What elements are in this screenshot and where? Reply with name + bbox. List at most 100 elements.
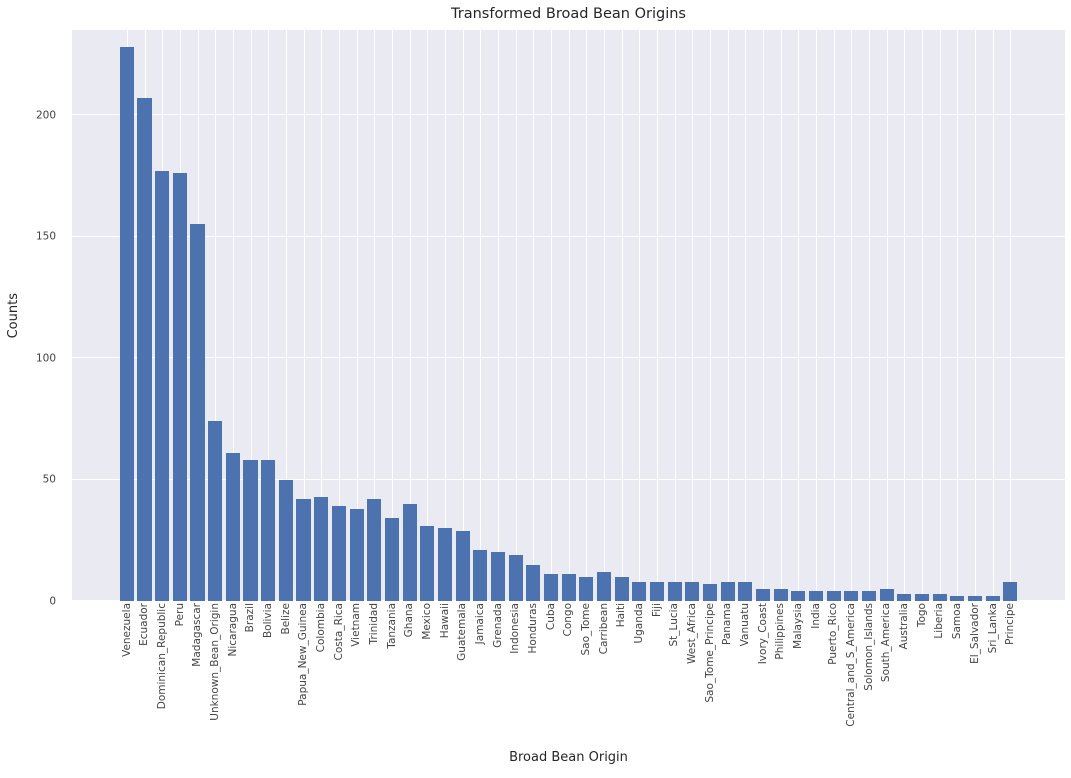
bar-column	[772, 30, 790, 601]
x-tick-cell: South_America	[878, 603, 896, 743]
bar-column	[1002, 30, 1020, 601]
bars-container	[72, 30, 1065, 601]
x-tick-label: Bolivia	[261, 603, 274, 639]
gridline-x	[833, 30, 835, 601]
bar-Ghana	[402, 503, 417, 601]
gridline-x	[232, 30, 234, 601]
bar-column	[719, 30, 737, 601]
bar-Nicaragua	[225, 452, 240, 601]
gridline-y-50	[72, 478, 1065, 480]
x-tick-label: Sao_Tome_Principe	[703, 603, 716, 703]
bar-Brazil	[243, 460, 258, 601]
bar-column	[754, 30, 772, 601]
bar-Hawaii	[437, 528, 452, 601]
x-tick-cell: Samoa	[949, 603, 967, 743]
gridline-x	[285, 30, 287, 601]
bar-column	[471, 30, 489, 601]
gridline-x	[692, 30, 694, 601]
bar-Unknown_Bean_Origin	[208, 421, 223, 601]
gridline-x	[444, 30, 446, 601]
bar-column	[560, 30, 578, 601]
gridline-x	[550, 30, 552, 601]
bar-South_America	[879, 588, 894, 601]
x-tick-label: Guatemala	[456, 603, 469, 661]
y-tick-label: 100	[35, 351, 56, 364]
x-tick-cell: St_Lucia	[666, 603, 684, 743]
gridline-x	[391, 30, 393, 601]
y-tick-label: 200	[35, 108, 56, 121]
x-tick-cell: Australia	[896, 603, 914, 743]
x-tick-label: Puerto_Rico	[827, 603, 840, 665]
x-tick-label: Togo	[915, 603, 928, 628]
gridline-x	[798, 30, 800, 601]
gridline-x	[763, 30, 765, 601]
x-axis-label: Broad Bean Origin	[509, 750, 628, 765]
x-tick-cell: Congo	[560, 603, 578, 743]
x-tick-label: Malaysia	[792, 603, 805, 649]
x-tick-label: Cuba	[544, 603, 557, 631]
x-tick-cell: Cuba	[542, 603, 560, 743]
x-tick-cell: Ghana	[401, 603, 419, 743]
x-tick-cell: Dominican_Republic	[153, 603, 171, 743]
bar-Ivory_Coast	[755, 588, 771, 601]
bar-Colombia	[314, 496, 329, 601]
bar-column	[913, 30, 931, 601]
x-tick-cell: Fiji	[648, 603, 666, 743]
bar-Australia	[897, 593, 912, 601]
x-tick-label: Congo	[562, 603, 575, 637]
x-tick-label: Hawaii	[438, 603, 451, 639]
bar-India	[808, 591, 824, 601]
bar-column	[206, 30, 224, 601]
bar-Guatemala	[455, 530, 470, 601]
x-tick-cell: Jamaica	[471, 603, 489, 743]
gridline-x	[975, 30, 977, 601]
bar-Honduras	[526, 564, 541, 601]
x-tick-cell: Haiti	[613, 603, 631, 743]
x-tick-cell: Ivory_Coast	[754, 603, 772, 743]
x-tick-cell: West_Africa	[684, 603, 702, 743]
y-tick-label: 50	[42, 473, 56, 486]
gridline-x	[268, 30, 270, 601]
x-tick-cell: Vietnam	[348, 603, 366, 743]
x-tick-cell: Solomon_Islands	[860, 603, 878, 743]
x-tick-label: Madagascar	[191, 603, 204, 667]
bar-column	[418, 30, 436, 601]
gridline-x	[568, 30, 570, 601]
x-tick-label: St_Lucia	[668, 603, 681, 647]
bar-column	[737, 30, 755, 601]
bar-column	[666, 30, 684, 601]
x-tick-label: Vanuatu	[739, 603, 752, 647]
bar-Madagascar	[190, 224, 205, 601]
bar-West_Africa	[685, 581, 700, 601]
bar-column	[454, 30, 472, 601]
x-tick-label: Australia	[898, 603, 911, 650]
gridline-x	[533, 30, 535, 601]
x-tick-label: Central_and_S_America	[845, 603, 858, 727]
plot-area	[72, 30, 1065, 601]
x-tick-label: South_America	[880, 603, 893, 683]
bar-column	[701, 30, 719, 601]
gridline-x	[922, 30, 924, 601]
bar-column	[259, 30, 277, 601]
bar-Sri_Lanka	[985, 596, 1000, 601]
bar-Belize	[278, 479, 293, 601]
x-tick-cell: Sao_Tome	[577, 603, 595, 743]
bar-Vanuatu	[738, 581, 753, 601]
x-tick-label: Tanzania	[385, 603, 398, 649]
bar-Malaysia	[791, 591, 806, 601]
bar-Venezuela	[119, 47, 134, 601]
gridline-x	[374, 30, 376, 601]
bar-column	[153, 30, 171, 601]
bar-column	[118, 30, 136, 601]
gridline-x	[356, 30, 358, 601]
bar-Haiti	[614, 576, 629, 601]
gridline-x	[515, 30, 517, 601]
gridline-x	[250, 30, 252, 601]
gridline-x	[639, 30, 641, 601]
gridline-x	[780, 30, 782, 601]
bar-column	[896, 30, 914, 601]
x-tick-cell: Venezuela	[118, 603, 136, 743]
x-tick-label: Grenada	[491, 603, 504, 648]
x-tick-cell: Puerto_Rico	[825, 603, 843, 743]
